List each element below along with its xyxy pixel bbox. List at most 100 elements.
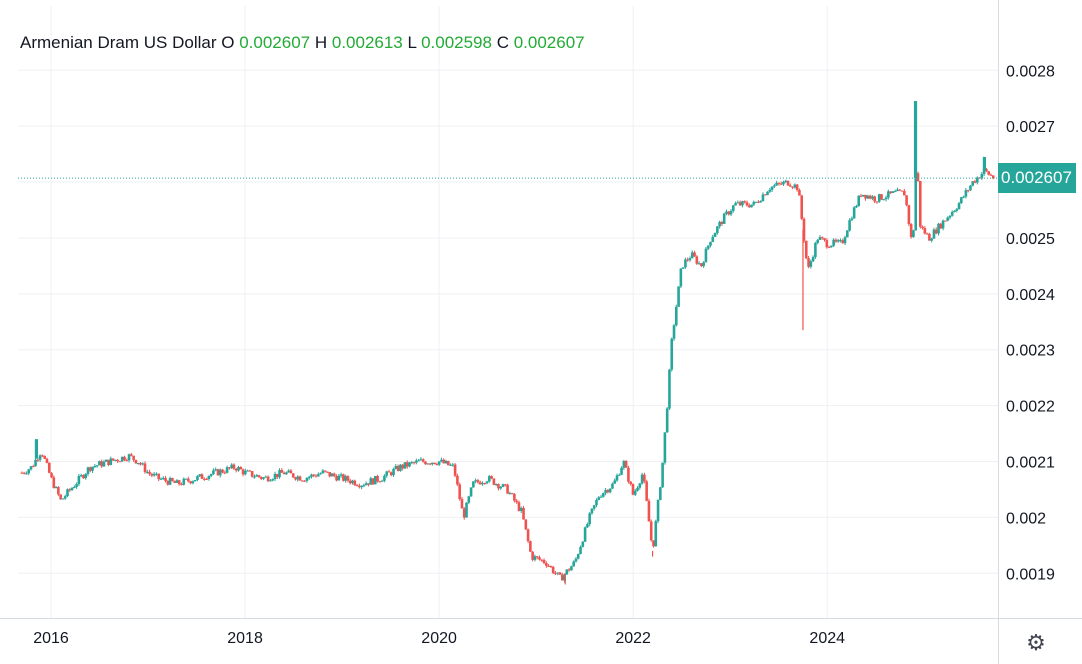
candle-body	[269, 480, 272, 482]
candle-body	[923, 228, 927, 234]
candle-body	[173, 481, 176, 483]
x-tick-label: 2024	[809, 630, 845, 647]
candle-body	[63, 496, 67, 499]
candle-body	[497, 483, 500, 489]
candle-body	[752, 201, 756, 205]
candle-body	[95, 465, 99, 467]
candle-body	[766, 191, 769, 196]
candle-body	[809, 261, 813, 267]
candle-body	[987, 171, 990, 175]
candle-body	[985, 168, 988, 172]
candle-body	[779, 183, 783, 185]
candle-body	[857, 195, 861, 207]
candle-body	[246, 470, 249, 472]
candle-body	[686, 259, 689, 261]
candle-body	[248, 470, 252, 472]
candle-body	[143, 463, 147, 473]
candle-body	[506, 484, 509, 494]
candle-body	[86, 467, 90, 475]
candle-body	[273, 473, 277, 480]
candle-body	[285, 472, 288, 475]
candle-body	[431, 462, 434, 465]
candle-body	[52, 477, 56, 489]
candle-body	[950, 211, 954, 216]
candle-body	[617, 474, 621, 476]
candle-body	[688, 258, 692, 261]
candle-body	[711, 236, 715, 242]
candle-body	[36, 459, 40, 461]
candle-body	[631, 483, 635, 495]
gear-icon[interactable]: ⚙	[1026, 630, 1046, 655]
candle-body	[45, 458, 49, 463]
legend-close-value: 0.002607	[513, 33, 585, 52]
candle-body	[602, 493, 605, 497]
candle-body	[145, 471, 149, 473]
candle-body	[262, 477, 265, 479]
candle-body	[458, 484, 461, 500]
candle-body	[677, 286, 680, 307]
legend-low-label: L	[407, 33, 417, 52]
candle-body	[330, 473, 334, 477]
candle-body	[303, 480, 306, 482]
candle-body	[403, 462, 407, 469]
candle-body	[690, 252, 694, 259]
candle-body	[725, 211, 728, 214]
candle-body	[433, 462, 436, 465]
candle-body	[982, 168, 986, 174]
candle-body	[134, 459, 138, 464]
candle-body	[560, 574, 564, 581]
candle-body	[830, 245, 833, 248]
candle-body	[606, 490, 610, 493]
candle-body	[608, 488, 612, 493]
candle-body	[903, 191, 906, 196]
candle-body	[928, 233, 931, 241]
candle-body	[367, 483, 370, 485]
candle-body	[424, 461, 427, 465]
candle-body	[234, 468, 238, 471]
candle-body	[408, 462, 411, 467]
candle-body	[934, 229, 938, 234]
candle-body	[383, 475, 386, 481]
candle-body	[346, 476, 350, 481]
candle-body	[811, 256, 815, 262]
candle-body	[665, 408, 669, 433]
candle-body	[191, 481, 195, 484]
candle-body	[565, 569, 569, 575]
candle-body	[205, 478, 208, 480]
candle-body	[638, 483, 642, 488]
candle-body	[41, 455, 44, 457]
candle-body	[127, 454, 131, 461]
candle-body	[510, 493, 514, 495]
candle-body	[674, 306, 678, 326]
candle-body	[508, 493, 512, 495]
candle-body	[736, 202, 740, 204]
candle-body	[70, 487, 74, 491]
candle-body	[472, 481, 475, 488]
candle-body	[111, 458, 115, 461]
candle-body	[681, 267, 685, 269]
candle-body	[864, 194, 867, 199]
candle-body	[519, 507, 523, 511]
candle-body	[264, 476, 268, 478]
candle-body	[576, 554, 580, 559]
candle-body	[775, 182, 778, 186]
candle-body	[184, 478, 188, 480]
candle-body	[449, 464, 452, 466]
candle-body	[991, 175, 995, 179]
candle-body	[745, 202, 749, 206]
candle-body	[547, 565, 550, 567]
candle-body	[802, 218, 806, 241]
candle-body	[900, 190, 904, 192]
candle-body	[741, 201, 744, 206]
candle-body	[442, 459, 446, 464]
candle-body	[784, 180, 788, 182]
candle-body	[301, 480, 304, 482]
candle-body	[187, 478, 190, 482]
candle-body	[321, 470, 325, 474]
candle-body	[182, 478, 186, 485]
candle-body	[483, 483, 487, 485]
candle-body	[342, 474, 345, 481]
candle-body	[891, 191, 895, 194]
legend-close-label: C	[496, 33, 509, 52]
